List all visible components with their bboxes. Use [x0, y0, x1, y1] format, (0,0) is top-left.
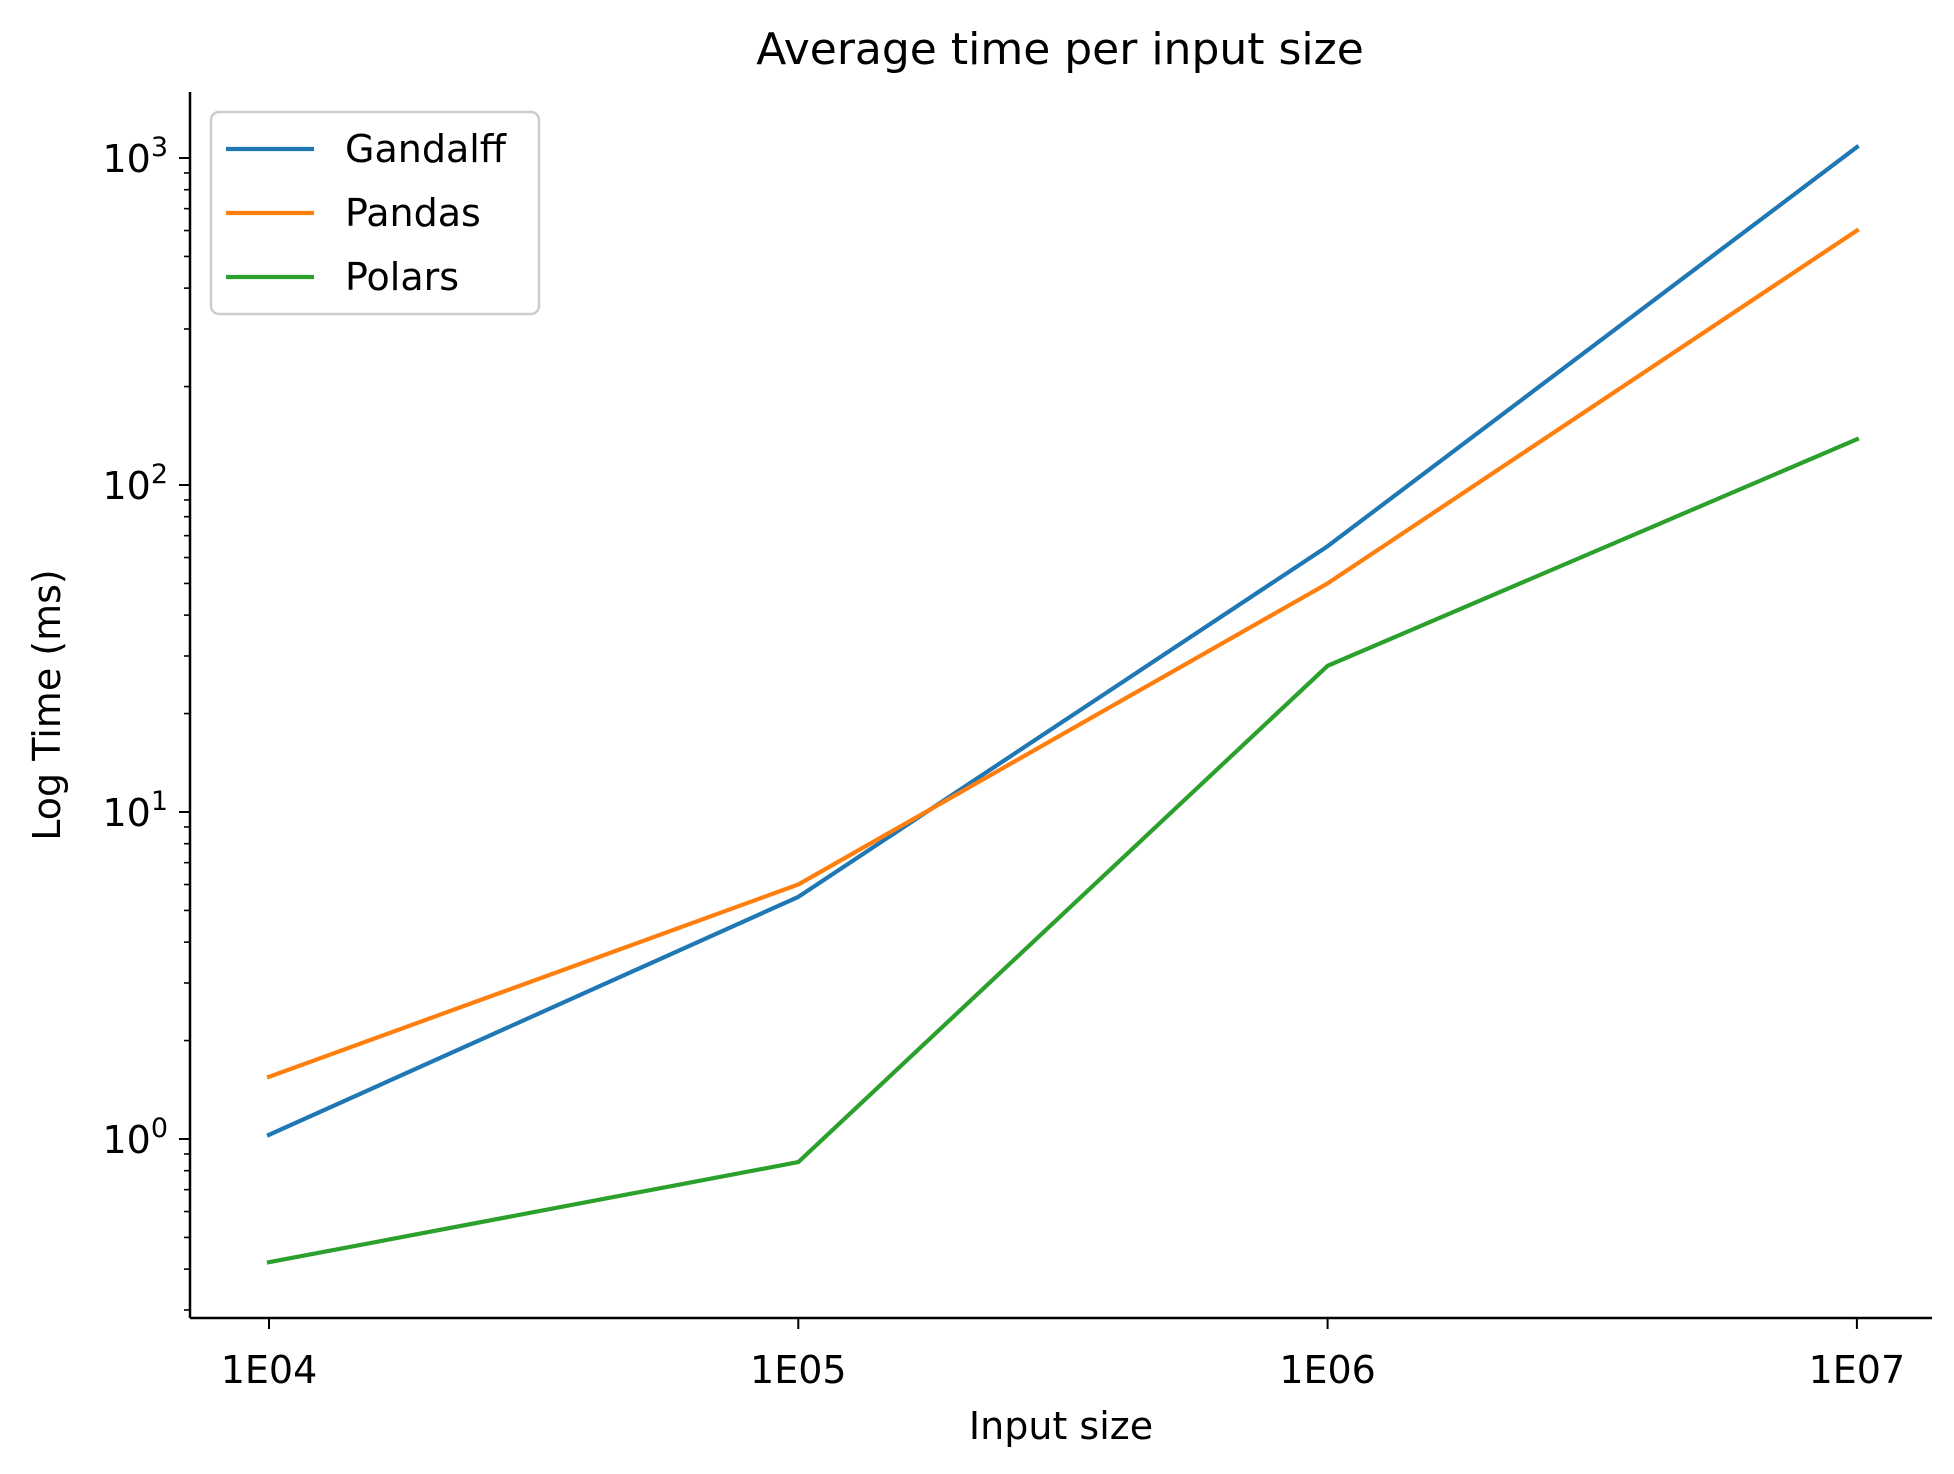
series-line-gandalff — [266, 144, 1860, 1138]
y-tick-label: 100 — [102, 1113, 168, 1162]
y-minor-ticks — [184, 172, 190, 1311]
x-tick-label: 1E07 — [1809, 1348, 1906, 1392]
legend-label-gandalff: Gandalff — [345, 127, 507, 171]
x-tick-label: 1E06 — [1279, 1348, 1376, 1392]
x-tick-label: 1E05 — [750, 1348, 847, 1392]
y-axis-label: Log Time (ms) — [25, 569, 69, 841]
series-line-pandas — [266, 227, 1860, 1080]
legend-label-polars: Polars — [345, 255, 459, 299]
legend: Gandalff Pandas Polars — [209, 110, 541, 316]
series-line-polars — [266, 436, 1860, 1265]
legend-frame — [209, 110, 541, 316]
x-ticks: 1E04 1E05 1E06 1E07 — [221, 1318, 1905, 1392]
x-axis-label: Input size — [969, 1404, 1153, 1448]
series-lines — [266, 144, 1860, 1265]
legend-label-pandas: Pandas — [345, 191, 481, 235]
y-tick-label: 101 — [102, 786, 168, 835]
x-tick-label: 1E04 — [221, 1348, 318, 1392]
chart-title: Average time per input size — [756, 24, 1364, 75]
y-tick-label: 103 — [102, 132, 168, 181]
y-major-ticks: 100 101 102 103 — [102, 132, 190, 1162]
axes — [188, 92, 1932, 1320]
y-tick-label: 102 — [102, 459, 168, 508]
